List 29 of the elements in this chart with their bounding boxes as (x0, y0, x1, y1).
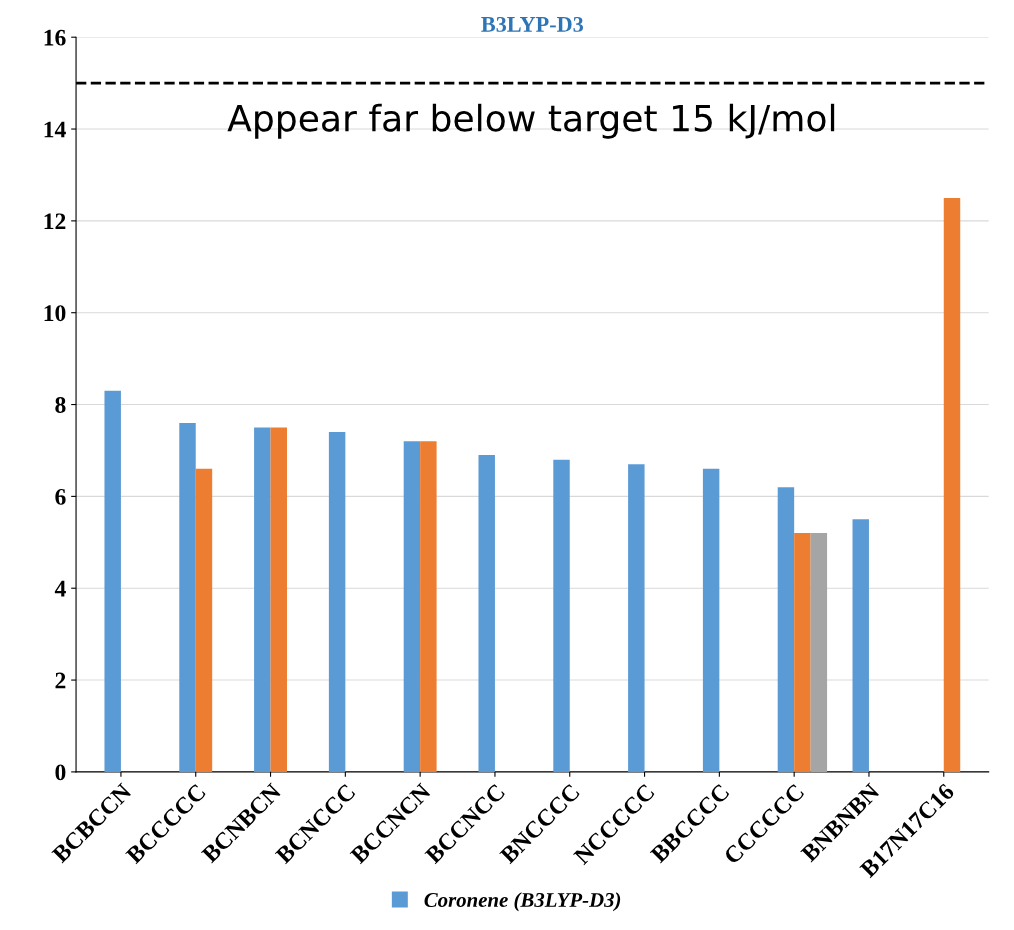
bar (420, 441, 437, 772)
bar (777, 487, 795, 772)
y-tick-label: 0 (55, 764, 66, 781)
y-tick-label: 6 (55, 488, 66, 505)
chart-title: B3LYP-D3 (481, 16, 584, 32)
bar (478, 455, 495, 772)
y-tick-label: 12 (44, 213, 66, 230)
y-tick-label: 4 (54, 580, 66, 597)
bar (179, 422, 196, 772)
bar (810, 533, 828, 772)
y-tick-label: 10 (44, 305, 66, 322)
bar (254, 427, 271, 772)
bar (628, 464, 645, 772)
ref-line-label: Appear far below target 15 kJ/mol (227, 103, 835, 139)
bar (270, 427, 287, 772)
bar (104, 390, 121, 772)
bar (328, 432, 346, 772)
bar (553, 459, 570, 772)
bar (852, 519, 869, 772)
bar (943, 197, 961, 772)
bar (794, 533, 811, 772)
legend-label: Coronene (B3LYP-D3) (424, 892, 621, 912)
bar (195, 468, 213, 772)
bar (702, 468, 720, 772)
y-tick-label: 14 (44, 121, 66, 138)
y-tick-label: 2 (55, 672, 66, 689)
y-tick-label: 8 (55, 397, 66, 413)
bar (403, 441, 421, 772)
y-tick-label: 16 (44, 29, 66, 46)
